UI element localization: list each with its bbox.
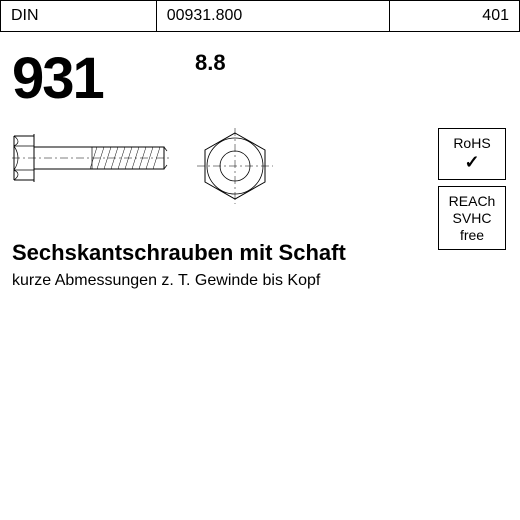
din-number: 931 bbox=[12, 45, 103, 112]
bolt-front-view bbox=[195, 128, 275, 204]
rohs-label: RoHS bbox=[441, 135, 503, 152]
reach-badge: REACh SVHC free bbox=[438, 186, 506, 250]
header-table: DIN 00931.800 401 bbox=[0, 0, 520, 32]
rohs-badge: RoHS ✓ bbox=[438, 128, 506, 180]
header-right-code: 401 bbox=[390, 1, 520, 32]
bolt-side-view bbox=[12, 128, 172, 188]
header-din-label: DIN bbox=[1, 1, 157, 32]
header-code: 00931.800 bbox=[156, 1, 390, 32]
reach-line1: REACh bbox=[441, 193, 503, 210]
product-subtitle: kurze Abmessungen z. T. Gewinde bis Kopf bbox=[12, 272, 320, 290]
product-title: Sechskantschrauben mit Schaft bbox=[12, 240, 346, 266]
strength-class: 8.8 bbox=[195, 50, 226, 76]
check-icon: ✓ bbox=[441, 152, 503, 174]
reach-line3: free bbox=[441, 227, 503, 244]
reach-line2: SVHC bbox=[441, 210, 503, 227]
